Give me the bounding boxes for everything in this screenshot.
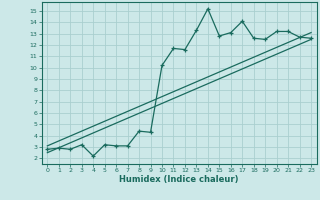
X-axis label: Humidex (Indice chaleur): Humidex (Indice chaleur) <box>119 175 239 184</box>
